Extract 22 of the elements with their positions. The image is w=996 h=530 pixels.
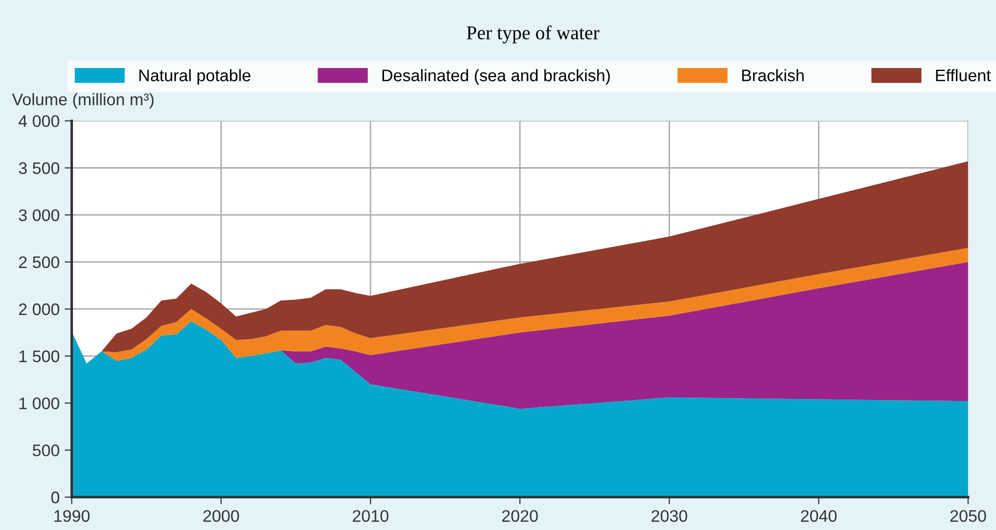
y-tick-label: 1 000	[19, 397, 60, 410]
legend-label: Brackish	[742, 69, 804, 82]
y-tick-label: 0	[51, 492, 60, 504]
x-tick-label: 2050	[950, 510, 986, 522]
y-axis-title: Volume (million m³)	[12, 93, 154, 109]
chart-subtitle: Per type of water	[466, 26, 600, 44]
legend-label: Desalinated (sea and brackish)	[382, 69, 610, 85]
x-tick-label: 2040	[801, 510, 837, 522]
legend-label: Effluent	[936, 69, 991, 82]
y-tick-label: 2 500	[19, 256, 60, 268]
y-tick-label: 3 000	[18, 209, 60, 222]
x-tick-label: 1990	[54, 510, 90, 522]
x-tick-label: 2020	[502, 510, 538, 522]
y-tick-label: 1 500	[19, 350, 60, 362]
x-tick-label: 2010	[352, 510, 388, 522]
y-tick-label: 500	[32, 444, 60, 456]
y-tick-label: 2 000	[19, 303, 60, 316]
x-tick-label: 2000	[203, 510, 239, 522]
y-tick-label: 4 000	[18, 115, 60, 128]
x-tick-label: 2030	[652, 510, 688, 522]
legend-label: Natural potable	[139, 69, 250, 85]
y-tick-label: 3 500	[18, 162, 60, 174]
